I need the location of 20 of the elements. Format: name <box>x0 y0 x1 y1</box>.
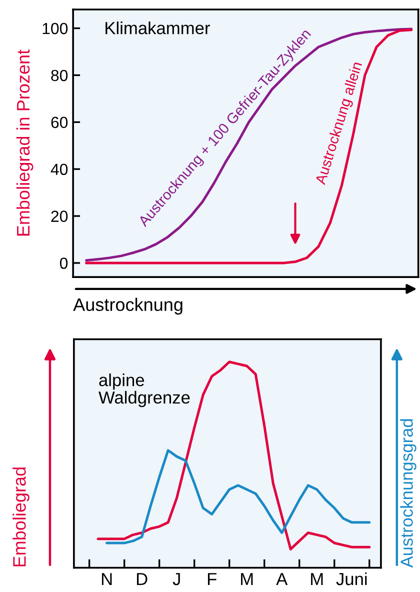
x-tick-label: M <box>241 573 253 586</box>
x-tick-label: J <box>172 573 180 586</box>
y-tick-label: 20 <box>51 210 68 222</box>
annotation: alpine Waldgrenze <box>98 373 190 408</box>
x-tick-label: A <box>276 573 288 586</box>
x-tick-label: Juni <box>336 572 367 586</box>
x-axis-title: Austrocknung <box>73 298 182 315</box>
y-tick-label: 80 <box>51 70 68 82</box>
x-tick-label: N <box>102 573 112 586</box>
x-tick-label: F <box>208 573 216 586</box>
y-tick-label: 100 <box>42 22 68 34</box>
x-tick-label: M <box>311 573 323 586</box>
y-axis-title: Emboliegrad in Prozent <box>16 50 34 236</box>
y-tick-label: 40 <box>50 164 68 176</box>
y2-axis-title: Austrocknungsgrad <box>400 419 416 568</box>
x-tick-label: D <box>136 573 148 586</box>
y-axis-title: Emboliegrad <box>12 468 30 566</box>
annotation: Klimakammer <box>106 22 210 34</box>
y-tick-label: 0 <box>60 258 68 269</box>
y-tick-label: 60 <box>51 116 68 128</box>
